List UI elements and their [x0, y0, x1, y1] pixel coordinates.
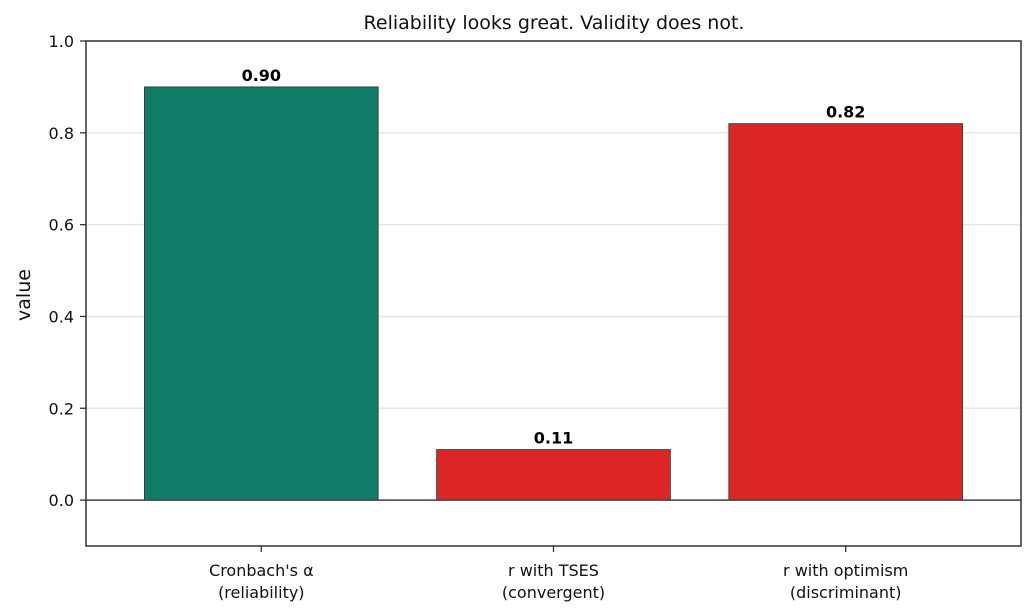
- bars: [144, 86, 963, 501]
- x-tick-label: (discriminant): [790, 583, 902, 602]
- x-tick-label: (reliability): [218, 583, 304, 602]
- plot-frame: [85, 40, 1022, 547]
- chart-title: Reliability looks great. Validity does n…: [364, 12, 745, 34]
- x-tick-label: r with optimism: [783, 561, 908, 580]
- labels: 0.0 0.2 0.4 0.6 0.8 1.0 0.90 Cronbach's α (relia…: [49, 32, 909, 602]
- x-tick-label: r with TSES: [508, 561, 599, 580]
- bar: [436, 449, 671, 501]
- axes: [80, 40, 1022, 552]
- x-tick-label: Cronbach's α: [209, 561, 314, 580]
- bar: [144, 86, 379, 501]
- y-tick-label: 0.6: [49, 216, 74, 235]
- y-tick-label: 0.0: [49, 491, 74, 510]
- data-label: 0.82: [826, 103, 865, 122]
- y-axis-label: value: [13, 269, 35, 321]
- x-tick-label: (convergent): [502, 583, 605, 602]
- y-tick-label: 0.2: [49, 399, 74, 418]
- y-tick-label: 1.0: [49, 32, 74, 51]
- y-tick-label: 0.4: [49, 307, 74, 326]
- data-label: 0.11: [534, 429, 573, 448]
- y-tick-label: 0.8: [49, 124, 74, 143]
- bar: [728, 123, 963, 501]
- data-label: 0.90: [242, 66, 281, 85]
